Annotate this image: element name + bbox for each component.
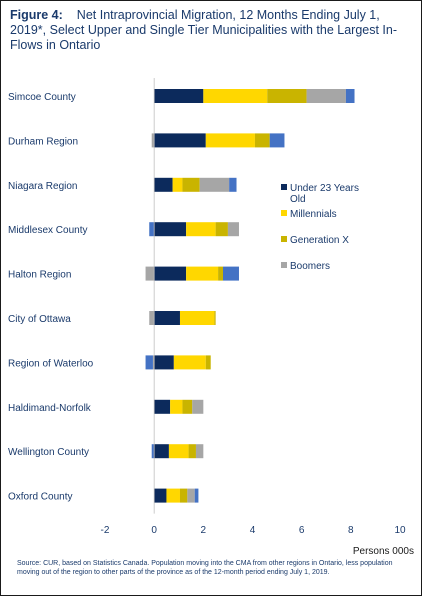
bar-middlesex-county-series-5 <box>149 222 155 237</box>
bar-middlesex-county-series-2 <box>186 222 216 237</box>
bar-region-of-waterloo-series-5 <box>145 355 153 370</box>
category-label: City of Ottawa <box>8 314 71 325</box>
bar-region-of-waterloo-series-4 <box>152 355 155 370</box>
bar-haldimand-norfolk-series-2 <box>170 399 183 414</box>
category-label: Halton Region <box>8 270 71 281</box>
bar-simcoe-county-series-5 <box>345 89 355 103</box>
bar-oxford-county-series-4 <box>187 488 195 503</box>
category-label: Region of Waterloo <box>8 358 94 369</box>
category-label: Simcoe County <box>8 92 76 103</box>
bar-haldimand-norfolk-series-4 <box>192 399 204 414</box>
x-tick-label: 4 <box>250 525 256 536</box>
legend-swatch-boomers <box>281 262 287 268</box>
bar-durham-region-series-5 <box>269 133 285 148</box>
bar-niagara-region-series-4 <box>199 177 230 192</box>
bar-oxford-county-series-5 <box>194 488 199 503</box>
category-label: Durham Region <box>8 136 78 147</box>
bar-durham-region-series-1 <box>154 133 206 148</box>
source-note: Source: CUR, based on Statistics Canada.… <box>17 560 393 576</box>
bar-middlesex-county-series-1 <box>154 222 187 237</box>
bar-haldimand-norfolk-series-3 <box>182 399 193 414</box>
bar-city-of-ottawa-series-4 <box>149 311 155 325</box>
bar-haldimand-norfolk-series-1 <box>154 399 171 414</box>
bar-wellington-county-series-5 <box>151 444 155 459</box>
bar-simcoe-county-series-2 <box>203 89 268 103</box>
bar-simcoe-county-series-3 <box>267 89 307 103</box>
bar-niagara-region-series-5 <box>229 177 237 192</box>
figure-title-text: Net Intraprovincial Migration, 12 Months… <box>10 8 398 52</box>
x-tick-label: 8 <box>348 525 354 536</box>
bar-wellington-county-series-4 <box>195 444 204 459</box>
bar-durham-region-series-2 <box>205 133 255 148</box>
bar-durham-region-series-4 <box>151 133 155 148</box>
figure-title: Figure 4: Net Intraprovincial Migration, … <box>10 8 415 53</box>
x-axis-label: Persons 000s <box>353 546 414 557</box>
bar-halton-region-series-4 <box>145 266 155 281</box>
bar-halton-region-series-2 <box>186 266 219 281</box>
category-label: Haldimand-Norfolk <box>8 403 92 414</box>
legend-label-millennials: Millennials <box>290 209 337 220</box>
legend-swatch-generation-x <box>281 236 287 242</box>
legend-swatch-millennials <box>281 210 287 216</box>
x-tick-label: 10 <box>394 525 406 536</box>
bar-halton-region-series-1 <box>154 266 187 281</box>
bar-oxford-county-series-2 <box>166 488 180 503</box>
bar-city-of-ottawa-series-1 <box>154 311 180 325</box>
bar-region-of-waterloo-series-3 <box>205 355 211 370</box>
category-label: Oxford County <box>8 492 72 503</box>
bar-niagara-region-series-2 <box>172 177 183 192</box>
bar-wellington-county-series-3 <box>188 444 196 459</box>
x-tick-label: 2 <box>201 525 207 536</box>
bar-simcoe-county-series-4 <box>306 89 346 103</box>
x-tick-label: 6 <box>299 525 305 536</box>
bar-niagara-region-series-3 <box>182 177 200 192</box>
bar-simcoe-county-series-1 <box>154 89 204 103</box>
figure-label: Figure 4: <box>10 8 63 22</box>
category-label: Niagara Region <box>8 181 78 192</box>
legend-label-generation-x: Generation X <box>290 235 349 246</box>
bar-middlesex-county-series-3 <box>215 222 228 237</box>
bar-durham-region-series-3 <box>254 133 270 148</box>
category-label: Middlesex County <box>8 225 87 236</box>
x-tick-label: -2 <box>101 525 110 536</box>
bar-oxford-county-series-1 <box>154 488 167 503</box>
legend-label-boomers: Boomers <box>290 261 330 272</box>
bar-wellington-county-series-1 <box>154 444 169 459</box>
legend-label-under-23-years-old: Under 23 Years Old <box>290 183 359 205</box>
legend-swatch-under-23-years-old <box>281 184 287 190</box>
x-tick-label: 0 <box>151 525 157 536</box>
bar-city-of-ottawa-series-3 <box>214 311 216 325</box>
bar-halton-region-series-5 <box>223 266 239 281</box>
bar-region-of-waterloo-series-1 <box>154 355 174 370</box>
bar-oxford-county-series-3 <box>179 488 188 503</box>
category-label: Wellington County <box>8 447 89 458</box>
bar-wellington-county-series-2 <box>168 444 189 459</box>
bar-region-of-waterloo-series-2 <box>173 355 206 370</box>
bar-halton-region-series-3 <box>218 266 223 281</box>
bar-city-of-ottawa-series-2 <box>179 311 215 325</box>
bar-middlesex-county-series-4 <box>227 222 239 237</box>
bar-niagara-region-series-1 <box>154 177 173 192</box>
